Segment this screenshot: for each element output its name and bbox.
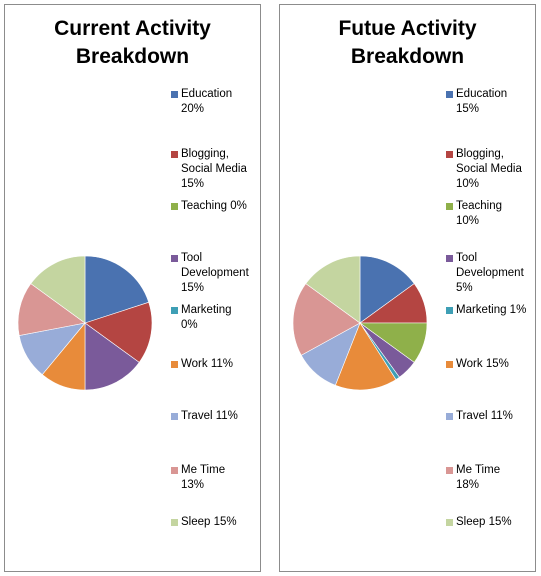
legend-swatch [446, 203, 453, 210]
chart-title: Current Activity Breakdown [5, 15, 260, 71]
pie-chart [17, 255, 153, 391]
legend-label-line: Work 15% [456, 358, 509, 370]
legend-label-line: 13% [181, 479, 205, 491]
legend-label: Work 11% [181, 357, 263, 372]
current-activity-chart: Current Activity Breakdown Education 20% B… [4, 4, 261, 572]
legend-label: Blogging, Social Media 10% [456, 147, 538, 192]
legend-label-line: 15% [181, 282, 205, 294]
legend-label: Me Time 13% [181, 463, 263, 493]
legend-swatch [171, 307, 178, 314]
legend-label-line: Sleep 15% [456, 516, 512, 528]
legend-label: Travel 11% [456, 409, 538, 424]
legend-label-line: Marketing [181, 304, 232, 316]
pie-slice-work [334, 322, 397, 391]
pie-slice-sleep [30, 255, 86, 324]
legend-label: Marketing 0% [181, 303, 263, 333]
pie-slice-education [359, 255, 415, 324]
pie-slice-tool-dev [84, 322, 140, 391]
legend-label-line: 15% [456, 103, 480, 115]
legend-label-line: Teaching 0% [181, 200, 247, 212]
legend-label-line: Blogging, [456, 148, 504, 160]
legend-swatch [446, 413, 453, 420]
legend-label-line: Me Time [181, 464, 226, 476]
legend-label: Marketing 1% [456, 303, 538, 318]
legend-label: Teaching 0% [181, 199, 263, 214]
legend-label: Education 20% [181, 87, 263, 117]
future-activity-chart: Futue Activity Breakdown Education 15% Blo… [279, 4, 536, 572]
legend-label-line: 15% [181, 178, 205, 190]
legend-label-line: Tool [181, 252, 203, 264]
legend-swatch [446, 255, 453, 262]
legend-label-line: Blogging, [181, 148, 229, 160]
legend-label-line: Marketing 1% [456, 304, 527, 316]
legend-label: Tool Development 15% [181, 251, 263, 296]
pie-slice-me-time [292, 283, 361, 356]
legend-label-line: Development [181, 267, 249, 279]
legend-swatch [171, 467, 178, 474]
legend-label-line: Travel 11% [181, 410, 238, 422]
legend-label: Blogging, Social Media 15% [181, 147, 263, 192]
chart-title-line: Current Activity [54, 17, 211, 40]
chart-title: Futue Activity Breakdown [280, 15, 535, 71]
legend-label: Tool Development 5% [456, 251, 538, 296]
legend-label: Sleep 15% [456, 515, 538, 530]
legend-label-line: Education [181, 88, 233, 100]
pie-slice-sleep [305, 255, 361, 324]
legend-label-line: Sleep 15% [181, 516, 237, 528]
legend-swatch [171, 203, 178, 210]
pie-slice-education [84, 255, 150, 324]
legend-label-line: Teaching [456, 200, 503, 212]
legend-label: Education 15% [456, 87, 538, 117]
chart-title-line: Breakdown [350, 45, 465, 68]
legend-label-line: Development [456, 267, 524, 279]
legend-swatch [171, 151, 178, 158]
legend-label-line: 20% [181, 103, 205, 115]
legend-swatch [171, 91, 178, 98]
legend-label: Travel 11% [181, 409, 263, 424]
legend-swatch [446, 91, 453, 98]
pie-chart [292, 255, 428, 391]
legend-label-line: Social Media [456, 163, 522, 175]
legend-label-line: Education [456, 88, 508, 100]
legend-swatch [171, 255, 178, 262]
legend-label: Me Time 18% [456, 463, 538, 493]
legend-label-line: Tool [456, 252, 478, 264]
legend-label-line: 10% [456, 178, 480, 190]
legend-label-line: Work 11% [181, 358, 233, 370]
legend-swatch [446, 361, 453, 368]
legend-label-line: Me Time [456, 464, 501, 476]
legend-swatch [446, 307, 453, 314]
legend-label-line: 10% [456, 215, 480, 227]
legend-label-line: Travel 11% [456, 410, 513, 422]
legend-swatch [446, 519, 453, 526]
legend-label-line: 18% [456, 479, 480, 491]
legend-swatch [446, 467, 453, 474]
legend-label-line: 0% [181, 319, 198, 331]
pie-slice-blogging [84, 301, 153, 363]
legend-label: Teaching 10% [456, 199, 538, 229]
legend-swatch [171, 361, 178, 368]
legend-label: Sleep 15% [181, 515, 263, 530]
legend-swatch [171, 413, 178, 420]
legend-label-line: Social Media [181, 163, 247, 175]
chart-title-line: Futue Activity [338, 17, 477, 40]
chart-title-line: Breakdown [75, 45, 190, 68]
legend-swatch [446, 151, 453, 158]
pie-slice-me-time [17, 283, 86, 336]
legend-label-line: 5% [456, 282, 473, 294]
legend-label: Work 15% [456, 357, 538, 372]
legend-swatch [171, 519, 178, 526]
